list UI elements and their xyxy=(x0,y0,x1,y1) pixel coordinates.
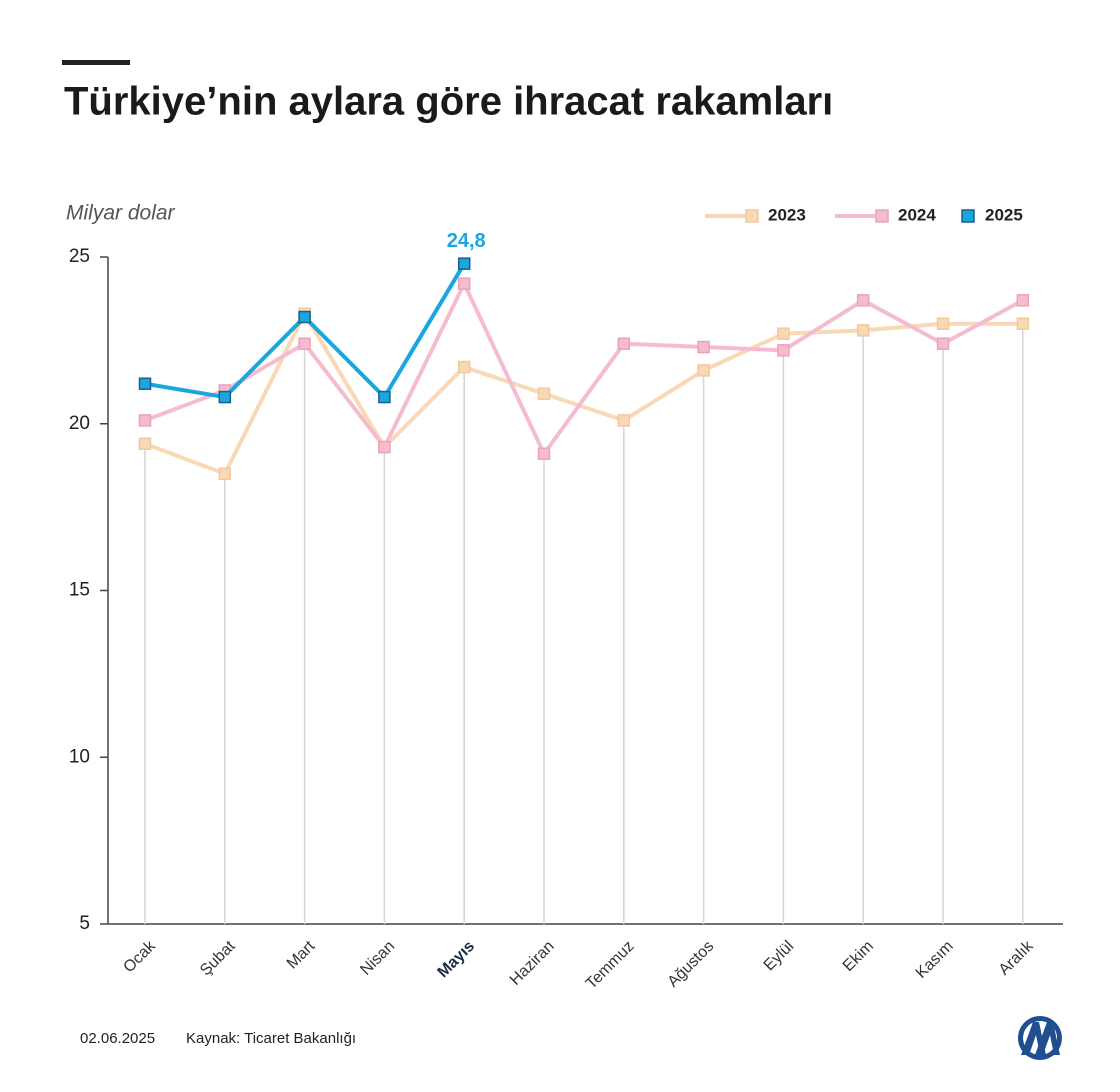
point-marker xyxy=(936,317,950,330)
logo xyxy=(1017,1016,1062,1060)
point-marker xyxy=(936,337,950,350)
x-tick-label: Mart xyxy=(284,937,319,972)
point-marker xyxy=(378,440,391,454)
source: Kaynak: Ticaret Bakanlığı xyxy=(186,1030,356,1047)
point-marker xyxy=(697,364,710,377)
point-marker xyxy=(617,414,631,427)
point-marker xyxy=(218,390,232,404)
point-marker xyxy=(138,414,152,427)
point-marker xyxy=(697,340,710,354)
x-tick-label: Haziran xyxy=(507,938,558,989)
series-line xyxy=(144,281,1024,456)
point-marker xyxy=(218,467,232,481)
y-tick-label: 5 xyxy=(79,913,90,934)
y-tick-label: 15 xyxy=(69,580,90,601)
point-marker xyxy=(457,277,471,290)
point-marker xyxy=(537,387,551,400)
point-marker xyxy=(138,437,152,451)
y-axis-label: Milyar dolar xyxy=(66,202,176,225)
data-label: 24,8 xyxy=(447,230,486,252)
point-marker xyxy=(856,294,870,307)
point-marker xyxy=(856,324,870,337)
series-line xyxy=(144,311,1023,476)
legend-label: 2025 xyxy=(985,205,1023,224)
x-tick-label: Mayıs xyxy=(435,938,479,982)
chart-title: Türkiye’nin aylara göre ihracat rakamlar… xyxy=(64,80,833,124)
point-marker xyxy=(457,360,471,374)
x-tick-label: Ocak xyxy=(120,937,159,976)
point-marker xyxy=(138,377,152,390)
date: 02.06.2025 xyxy=(80,1030,155,1047)
x-tick-label: Eylül xyxy=(761,938,798,975)
point-marker xyxy=(537,447,551,461)
legend-marker xyxy=(745,209,759,223)
y-tick-label: 25 xyxy=(69,246,90,267)
legend-label: 2024 xyxy=(898,205,936,224)
point-marker xyxy=(298,310,311,324)
point-marker xyxy=(1016,294,1030,307)
x-tick-label: Aralık xyxy=(996,937,1038,979)
x-tick-label: Şubat xyxy=(197,937,239,979)
point-marker xyxy=(777,327,790,340)
point-marker xyxy=(378,390,391,404)
point-marker xyxy=(298,337,311,350)
legend-marker xyxy=(961,209,975,223)
y-tick-label: 20 xyxy=(69,413,90,434)
x-tick-label: Ağustos xyxy=(665,938,718,991)
title-bar xyxy=(62,60,130,65)
point-marker xyxy=(457,257,471,270)
point-marker xyxy=(777,344,790,357)
legend-label: 2023 xyxy=(768,205,806,224)
point-marker xyxy=(617,337,631,350)
point-marker xyxy=(1016,317,1030,330)
y-tick-label: 10 xyxy=(69,746,90,767)
legend-marker xyxy=(875,209,889,223)
x-tick-label: Kasım xyxy=(913,938,957,982)
x-tick-label: Nisan xyxy=(357,938,398,979)
x-tick-label: Temmuz xyxy=(583,938,638,993)
x-tick-label: Ekim xyxy=(840,938,877,975)
